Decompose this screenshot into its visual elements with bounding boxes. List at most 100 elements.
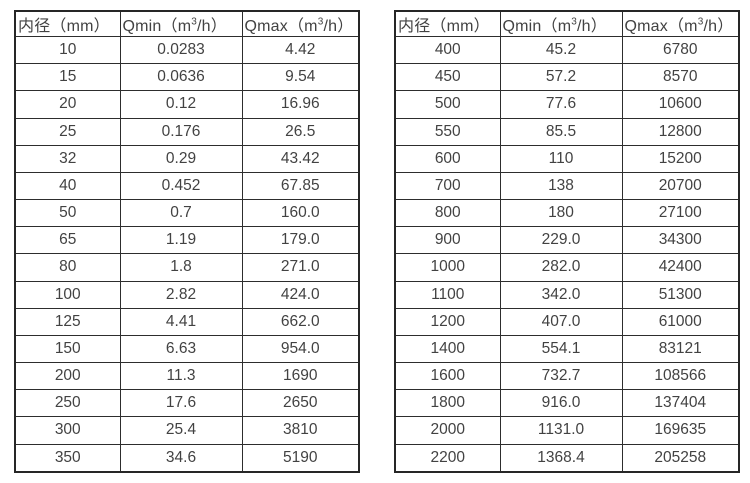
table-cell: 4.42 — [241, 35, 360, 65]
table-cell: 9.54 — [241, 63, 360, 92]
table-cell: 34.6 — [119, 443, 243, 473]
table-row: 25 0.176 26.5 — [14, 117, 360, 146]
table-cell: 0.0283 — [119, 35, 243, 65]
col-header-diameter: 内径（mm） — [14, 10, 121, 37]
table-cell: 271.0 — [241, 253, 360, 282]
table-row: 550 85.5 12800 — [394, 117, 740, 146]
table-cell: 179.0 — [241, 226, 360, 255]
header-row: 内径（mm） Qmin（m3/h） Qmax（m3/h） — [394, 10, 740, 37]
superscript: 3 — [571, 16, 578, 28]
table-row: 15 0.0636 9.54 — [14, 63, 360, 92]
table-cell: 100 — [14, 280, 121, 309]
table-row: 150 6.63 954.0 — [14, 334, 360, 364]
table-cell: 900 — [394, 226, 501, 255]
table-cell: 15200 — [621, 144, 740, 173]
header-text: Qmin（m — [122, 18, 192, 35]
col-header-qmax: Qmax（m3/h） — [621, 10, 740, 37]
table-cell: 407.0 — [499, 307, 623, 336]
table-row: 1800 916.0 137404 — [394, 389, 740, 418]
table-row: 400 45.2 6780 — [394, 35, 740, 65]
table-row: 200 11.3 1690 — [14, 362, 360, 391]
table-cell: 25 — [14, 117, 121, 146]
table-cell: 6780 — [621, 35, 740, 65]
table-row: 10 0.0283 4.42 — [14, 35, 360, 65]
table-cell: 800 — [394, 199, 501, 228]
table-cell: 350 — [14, 443, 121, 473]
table-cell: 200 — [14, 362, 121, 391]
table-cell: 1200 — [394, 307, 501, 336]
table-cell: 205258 — [621, 443, 740, 473]
header-row: 内径（mm） Qmin（m3/h） Qmax（m3/h） — [14, 10, 360, 37]
table-cell: 138 — [499, 171, 623, 201]
table-cell: 1.19 — [119, 226, 243, 255]
table-cell: 27100 — [621, 199, 740, 228]
table-cell: 700 — [394, 171, 501, 201]
table-row: 2200 1368.4 205258 — [394, 443, 740, 473]
table-row: 900 229.0 34300 — [394, 226, 740, 255]
table-cell: 180 — [499, 199, 623, 228]
table-row: 1200 407.0 61000 — [394, 307, 740, 336]
table-cell: 5190 — [241, 443, 360, 473]
table-cell: 20700 — [621, 171, 740, 201]
col-header-qmax: Qmax（m3/h） — [241, 10, 360, 37]
table-cell: 40 — [14, 171, 121, 201]
table-cell: 2200 — [394, 443, 501, 473]
col-header-qmin: Qmin（m3/h） — [119, 10, 243, 37]
table-cell: 110 — [499, 144, 623, 173]
table-row: 50 0.7 160.0 — [14, 199, 360, 228]
table-cell: 26.5 — [241, 117, 360, 146]
table-cell: 282.0 — [499, 253, 623, 282]
col-header-diameter: 内径（mm） — [394, 10, 501, 37]
superscript: 3 — [317, 16, 324, 28]
header-text: Qmax（m — [244, 18, 318, 35]
table-cell: 57.2 — [499, 63, 623, 92]
table-row: 1400 554.1 83121 — [394, 334, 740, 364]
table-cell: 732.7 — [499, 362, 623, 391]
table-row: 1100 342.0 51300 — [394, 280, 740, 309]
table-cell: 2650 — [241, 389, 360, 418]
table-cell: 0.176 — [119, 117, 243, 146]
table-cell: 342.0 — [499, 280, 623, 309]
table-cell: 8570 — [621, 63, 740, 92]
table-row: 125 4.41 662.0 — [14, 307, 360, 336]
table-row: 700 138 20700 — [394, 171, 740, 201]
table-row: 2000 1131.0 169635 — [394, 416, 740, 445]
table-cell: 32 — [14, 144, 121, 173]
table-cell: 0.0636 — [119, 63, 243, 92]
table-cell: 662.0 — [241, 307, 360, 336]
table-cell: 67.85 — [241, 171, 360, 201]
flow-rate-table-small-diameters: 内径（mm） Qmin（m3/h） Qmax（m3/h） 10 0.0283 4.4… — [14, 10, 360, 473]
header-text: /h） — [577, 18, 607, 35]
table-cell: 0.12 — [119, 90, 243, 119]
table-row: 80 1.8 271.0 — [14, 253, 360, 282]
table-cell: 10600 — [621, 90, 740, 119]
table-row: 800 180 27100 — [394, 199, 740, 228]
table-row: 1600 732.7 108566 — [394, 362, 740, 391]
table-cell: 1600 — [394, 362, 501, 391]
header-text: /h） — [323, 18, 354, 35]
table-row: 20 0.12 16.96 — [14, 90, 360, 119]
header-text: Qmin（m — [502, 18, 572, 35]
table-cell: 125 — [14, 307, 121, 336]
table-cell: 4.41 — [119, 307, 243, 336]
table-cell: 6.63 — [119, 334, 243, 364]
table-body: 10 0.0283 4.42 15 0.0636 9.54 20 0.12 16.96 25 0.1… — [14, 35, 360, 473]
table-cell: 150 — [14, 334, 121, 364]
table-body: 400 45.2 6780 450 57.2 8570 500 77.6 10600 550 85.… — [394, 35, 740, 473]
table-cell: 61000 — [621, 307, 740, 336]
table-cell: 11.3 — [119, 362, 243, 391]
table-cell: 600 — [394, 144, 501, 173]
table-cell: 1690 — [241, 362, 360, 391]
table-row: 65 1.19 179.0 — [14, 226, 360, 255]
table-row: 350 34.6 5190 — [14, 443, 360, 473]
table-row: 600 110 15200 — [394, 144, 740, 173]
table-cell: 16.96 — [241, 90, 360, 119]
table-cell: 2.82 — [119, 280, 243, 309]
table-cell: 424.0 — [241, 280, 360, 309]
table-cell: 51300 — [621, 280, 740, 309]
table-cell: 0.29 — [119, 144, 243, 173]
table-cell: 160.0 — [241, 199, 360, 228]
table-cell: 65 — [14, 226, 121, 255]
page-container: 内径（mm） Qmin（m3/h） Qmax（m3/h） 10 0.0283 4.4… — [14, 10, 740, 473]
table-cell: 17.6 — [119, 389, 243, 418]
